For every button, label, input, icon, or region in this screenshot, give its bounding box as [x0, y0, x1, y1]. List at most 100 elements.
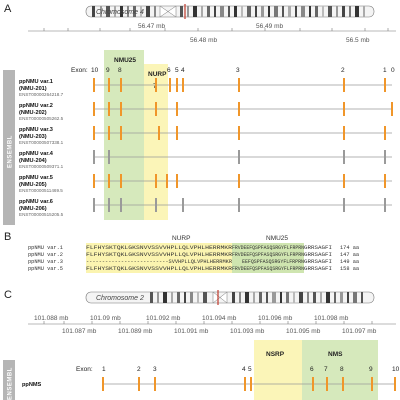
nmu25-header: NMU25	[266, 235, 288, 242]
coord-label: 101.098 mb	[314, 315, 349, 322]
nurp-sequence: FLFHYSKTQKLGKSNVVSSVVHPLLQLVPHLHERRMKR	[86, 266, 233, 272]
sequence-length: 174 aa	[340, 245, 359, 251]
tail-sequence: GRRSAGFI	[304, 245, 332, 251]
exon-number: 4	[242, 366, 246, 373]
transcript-track-2	[93, 102, 393, 116]
transcript-code: (NMU-202)	[19, 110, 47, 116]
tail-sequence: GRRSAGFI	[304, 252, 332, 258]
chromosome-2-label: Chromosome 2	[96, 295, 144, 302]
coord-label: 101.092 mb	[146, 315, 181, 322]
nurp-sequence: FLFHYSKTQKLGKSNVVSSVVHPLLQLVPHLHERRMKR	[86, 245, 233, 251]
exon-number: 8	[340, 366, 344, 373]
coord-label: 101.093 mb	[230, 328, 265, 335]
transcript-track-6	[93, 198, 392, 212]
transcript-id: ENST00000515205.5	[19, 212, 64, 217]
transcript-code: (NMU-204)	[19, 158, 47, 164]
exon-number: 3	[153, 366, 157, 373]
nmu25-region-label: NMU25	[114, 57, 136, 64]
coordinate-ruler-c	[28, 321, 396, 325]
nurp-sequence: --------------------------SVVHPLLQLVPHLH…	[86, 259, 233, 265]
exon-number: 5	[248, 366, 252, 373]
alignment-row: ppNMU var.2 FLFHYSKTQKLGKSNVVSSVVHPLLQLV…	[28, 252, 359, 258]
exon-label: Exon:	[76, 366, 93, 373]
nmu25-sequence: FRVDEEFQSPFASQSRGYFLFRPRN	[232, 245, 304, 251]
transcript-labels: ppNMU var.1 (NMU-201) ENST00000264218.7 …	[19, 79, 64, 217]
transcript-track-3	[93, 126, 392, 140]
exon-number: 10	[91, 67, 99, 74]
alignment-row-name: ppNMU var.5	[28, 266, 63, 272]
coord-label: 56.5 mb	[346, 37, 370, 44]
panel-a-letter: A	[4, 3, 12, 15]
alignment-row: ppNMU var.1 FLFHYSKTQKLGKSNVVSSVVHPLLQLV…	[28, 245, 359, 251]
chromosome-4-ideogram	[85, 4, 375, 19]
nmu25-region	[104, 50, 144, 220]
transcript-code: (NMU-205)	[19, 182, 47, 188]
ensembl-side-bar	[3, 70, 15, 225]
nurp-alignment-highlight	[86, 243, 232, 273]
coord-label: 101.094 mb	[202, 315, 237, 322]
ensembl-side-bar-c	[3, 360, 15, 400]
tail-sequence: GRRSAGFI	[304, 266, 332, 272]
exon-number: 9	[369, 366, 373, 373]
nms-region	[302, 340, 378, 400]
coord-label: 56.49 mb	[256, 23, 283, 30]
exon-number: 6	[167, 67, 171, 74]
exon-number: 1	[383, 67, 387, 74]
chromosome-2-ideogram	[85, 290, 375, 305]
nsrp-region	[254, 340, 302, 400]
coord-label: 101.096 mb	[258, 315, 293, 322]
transcript-name: ppNMU var.4	[19, 151, 54, 157]
alignment-row-name: ppNMU var.2	[28, 252, 63, 258]
coord-label: 101.09 mb	[90, 315, 121, 322]
panel-b-letter: B	[4, 231, 11, 243]
sequence-length: 149 aa	[340, 259, 359, 265]
transcript-code: (NMU-203)	[19, 134, 47, 140]
chromosome-4-label: Chromosome 4	[96, 9, 144, 16]
nms-region-label: NMS	[328, 351, 343, 358]
exon-number: 0	[391, 67, 395, 74]
exon-number: 6	[310, 366, 314, 373]
coordinate-ruler-a	[28, 28, 396, 32]
exon-number: 1	[102, 366, 106, 373]
nurp-header: NURP	[172, 235, 190, 242]
transcript-track-5	[93, 174, 392, 188]
exon-number: 8	[118, 67, 122, 74]
transcript-name: ppNMU var.5	[19, 175, 53, 181]
transcript-id: ENST00000509371.1	[19, 164, 64, 169]
exon-label: Exon:	[71, 67, 88, 74]
transcript-code: (NMU-201)	[19, 86, 47, 92]
sequence-length: 158 aa	[340, 266, 359, 272]
ppnms-track	[102, 377, 396, 391]
coord-label: 101.088 mb	[34, 315, 69, 322]
nmu25-sequence: FRVDEEFQSPFASQSRGYFLFRPRN	[232, 252, 304, 258]
ensembl-side-label: ENSEMBL	[8, 135, 14, 168]
nurp-sequence: FLFHYSKTQKLGKSNVVSSVVHPLLQLVPHLHERRMKR	[86, 252, 233, 258]
exon-number: 2	[341, 67, 345, 74]
transcript-track-4	[93, 150, 392, 164]
sequence-length: 147 aa	[340, 252, 359, 258]
coord-label: 101.089 mb	[118, 328, 153, 335]
transcript-name: ppNMU var.3	[19, 127, 53, 133]
nsrp-region-label: NSRP	[266, 351, 285, 358]
coord-label: 101.087 mb	[62, 328, 97, 335]
exon-number: 5	[175, 67, 179, 74]
nmu25-alignment-highlight	[232, 243, 304, 273]
coord-label: 56.48 mb	[190, 37, 217, 44]
exon-number: 2	[137, 366, 141, 373]
coord-label: 101.097 mb	[342, 328, 377, 335]
transcript-id: ENST00000511469.5	[19, 188, 63, 193]
transcript-id: ENST00000264218.7	[19, 92, 64, 97]
exon-number: 3	[236, 67, 240, 74]
exon-number: 4	[181, 67, 185, 74]
alignment-row-name: ppNMU var.3	[28, 259, 63, 265]
ppnms-transcript-label: ppNMS	[22, 382, 42, 388]
nmu25-sequence: FRVDEEFQSPFASQSRGYFLFRPRN	[232, 266, 304, 272]
exon-number: 9	[106, 67, 110, 74]
coord-label: 101.095 mb	[286, 328, 321, 335]
transcript-id: ENST00000505262.5	[19, 116, 64, 121]
alignment-row-name: ppNMU var.1	[28, 245, 63, 251]
alignment-row: ppNMU var.5 FLFHYSKTQKLGKSNVVSSVVHPLLQLV…	[28, 266, 359, 272]
exon-number: 10	[392, 366, 400, 373]
coord-label: 101.091 mb	[174, 328, 209, 335]
transcript-name: ppNMU var.2	[19, 103, 53, 109]
